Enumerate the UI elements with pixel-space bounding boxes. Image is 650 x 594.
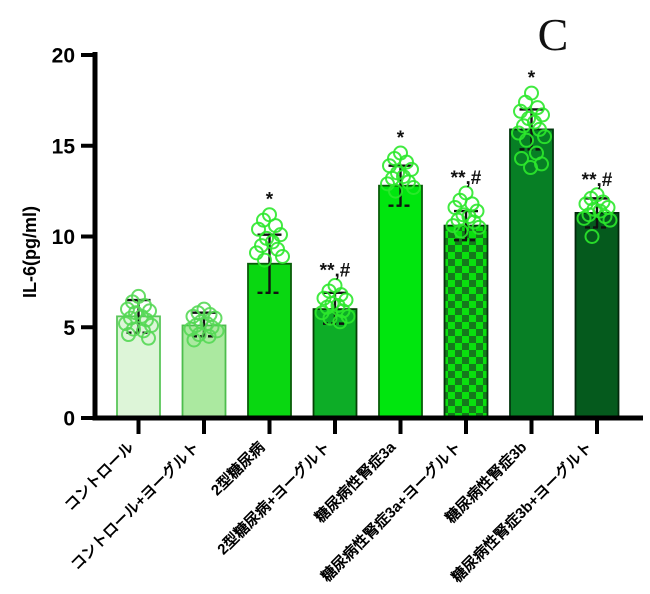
scatter-point — [471, 219, 487, 235]
x-category-label: 2型糖尿病 — [207, 438, 268, 499]
scatter-point — [537, 129, 552, 145]
scatter-point — [602, 212, 618, 228]
y-tick-label: 0 — [63, 408, 75, 431]
bar — [443, 224, 489, 419]
scatter-point — [275, 248, 290, 264]
scatter-point — [519, 132, 534, 148]
significance-label: * — [397, 128, 405, 149]
y-axis-title: IL-6(pg/ml) — [20, 206, 40, 298]
scatter-point — [406, 179, 421, 195]
x-category-label: 2型糖尿病+ヨーグルト — [214, 438, 334, 558]
y-tick-label: 10 — [52, 226, 75, 249]
scatter-point — [584, 229, 600, 244]
scatter-point — [332, 314, 348, 330]
scatter-point — [120, 301, 135, 317]
y-tick-label: 20 — [52, 45, 75, 68]
scatter-point — [453, 223, 469, 239]
x-category-label: 糖尿病性腎症3a+ヨーグルト — [317, 438, 464, 585]
scatter-point — [576, 210, 592, 226]
y-tick-label: 15 — [52, 135, 76, 158]
bar — [312, 308, 358, 419]
significance-label: **,# — [451, 168, 482, 189]
x-category-label: 糖尿病性腎症3b+ヨーグルト — [448, 438, 596, 586]
significance-label: * — [266, 190, 274, 211]
scatter-point — [251, 221, 266, 237]
scatter-point — [257, 252, 272, 268]
scatter-point — [186, 332, 202, 348]
bar — [378, 184, 423, 419]
scatter-point — [322, 310, 338, 326]
significance-label: * — [528, 68, 536, 89]
scatter-point — [201, 328, 217, 344]
scatter-point — [514, 150, 529, 166]
bar — [509, 128, 554, 419]
scatter-point — [141, 330, 156, 346]
significance-label: **,# — [582, 170, 613, 191]
scatter-point — [388, 183, 403, 199]
scatter-point — [523, 160, 538, 176]
chart-plot: ***,#***,#***,#05101520コントロールコントロール+ヨーグル… — [52, 45, 643, 586]
panel-label: C — [538, 9, 569, 60]
y-tick-label: 5 — [63, 317, 75, 340]
scatter-point — [121, 327, 136, 343]
significance-label: **,# — [320, 261, 351, 282]
x-category-label: コントロール+ヨーグルト — [67, 438, 203, 574]
bar — [574, 212, 620, 419]
